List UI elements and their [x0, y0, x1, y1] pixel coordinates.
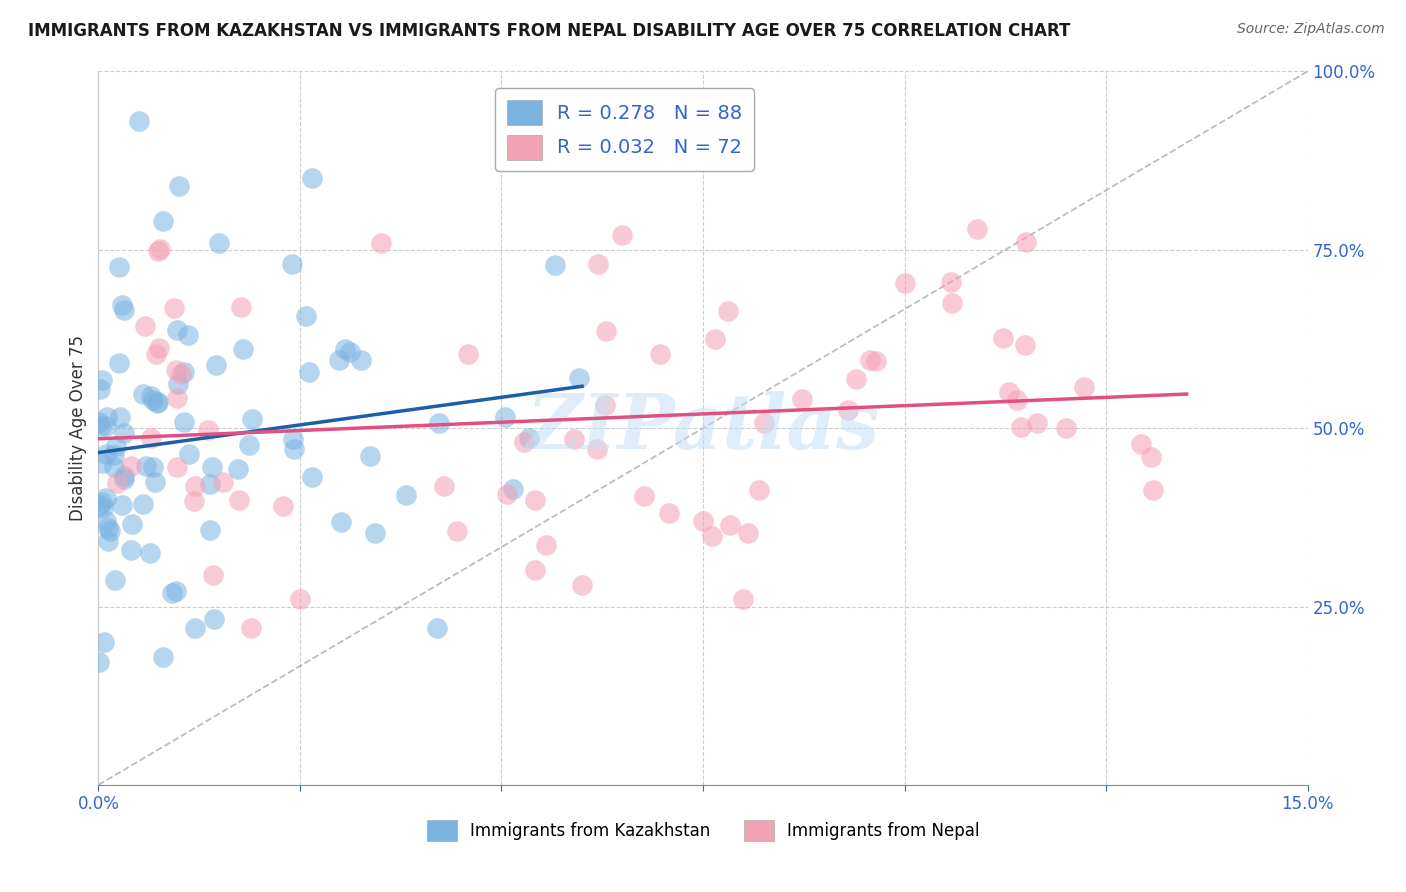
Point: [198, 476, 221, 491]
Point: [131, 498, 153, 512]
Point: [283, 442, 305, 457]
Point: [145, 395, 167, 409]
Point: [446, 524, 468, 539]
Point: [183, 494, 205, 508]
Point: [97, 521, 120, 535]
Point: [648, 347, 671, 361]
Point: [212, 475, 235, 490]
Point: [152, 649, 174, 664]
Point: [107, 356, 129, 370]
Point: [110, 409, 132, 424]
Point: [177, 447, 200, 461]
Point: [845, 372, 868, 386]
Point: [350, 353, 373, 368]
Point: [141, 393, 163, 408]
Point: [89, 382, 111, 396]
Point: [571, 578, 593, 592]
Point: [792, 392, 814, 406]
Point: [612, 228, 634, 243]
Point: [748, 483, 770, 498]
Point: [998, 384, 1021, 399]
Point: [120, 543, 142, 558]
Point: [202, 612, 225, 626]
Point: [139, 431, 162, 445]
Point: [595, 324, 617, 338]
Point: [160, 586, 183, 600]
Point: [1140, 450, 1163, 464]
Point: [167, 376, 190, 391]
Point: [89, 655, 111, 669]
Point: [941, 275, 963, 289]
Point: [562, 433, 585, 447]
Point: [330, 516, 353, 530]
Point: [457, 347, 479, 361]
Point: [163, 301, 186, 315]
Point: [198, 523, 221, 537]
Point: [121, 516, 143, 531]
Point: [142, 459, 165, 474]
Point: [429, 416, 451, 430]
Text: ZIPatlas: ZIPatlas: [526, 392, 880, 465]
Point: [226, 462, 249, 476]
Point: [169, 367, 191, 381]
Point: [90, 495, 112, 509]
Point: [752, 416, 775, 430]
Point: [96, 409, 118, 424]
Point: [93, 634, 115, 648]
Point: [148, 341, 170, 355]
Point: [139, 389, 162, 403]
Point: [96, 491, 118, 505]
Point: [202, 568, 225, 582]
Point: [173, 416, 195, 430]
Point: [523, 493, 546, 508]
Point: [231, 301, 253, 315]
Point: [165, 583, 187, 598]
Point: [534, 538, 557, 552]
Point: [145, 347, 167, 361]
Point: [281, 257, 304, 271]
Point: [108, 260, 131, 274]
Point: [859, 353, 882, 368]
Point: [98, 524, 121, 538]
Point: [1015, 235, 1038, 249]
Point: [517, 431, 540, 445]
Point: [112, 302, 135, 317]
Point: [1025, 416, 1047, 430]
Point: [544, 258, 567, 272]
Point: [494, 409, 516, 424]
Point: [717, 303, 740, 318]
Point: [111, 498, 134, 512]
Point: [301, 171, 323, 186]
Point: [93, 500, 115, 515]
Point: [112, 469, 135, 483]
Point: [177, 327, 200, 342]
Point: [941, 296, 963, 310]
Point: [502, 482, 524, 496]
Point: [295, 309, 318, 323]
Point: [242, 411, 264, 425]
Point: [370, 235, 392, 250]
Point: [149, 242, 172, 256]
Point: [139, 546, 162, 560]
Point: [128, 114, 150, 128]
Point: [1005, 392, 1028, 407]
Point: [104, 573, 127, 587]
Text: Source: ZipAtlas.com: Source: ZipAtlas.com: [1237, 22, 1385, 37]
Point: [114, 425, 136, 440]
Point: [232, 343, 254, 357]
Point: [94, 447, 117, 461]
Point: [166, 392, 188, 406]
Point: [658, 506, 681, 520]
Point: [197, 423, 219, 437]
Point: [166, 323, 188, 337]
Point: [131, 386, 153, 401]
Point: [104, 439, 127, 453]
Point: [364, 526, 387, 541]
Point: [90, 456, 112, 470]
Point: [143, 475, 166, 490]
Point: [991, 331, 1014, 345]
Point: [1142, 483, 1164, 498]
Point: [700, 529, 723, 543]
Point: [1054, 421, 1077, 435]
